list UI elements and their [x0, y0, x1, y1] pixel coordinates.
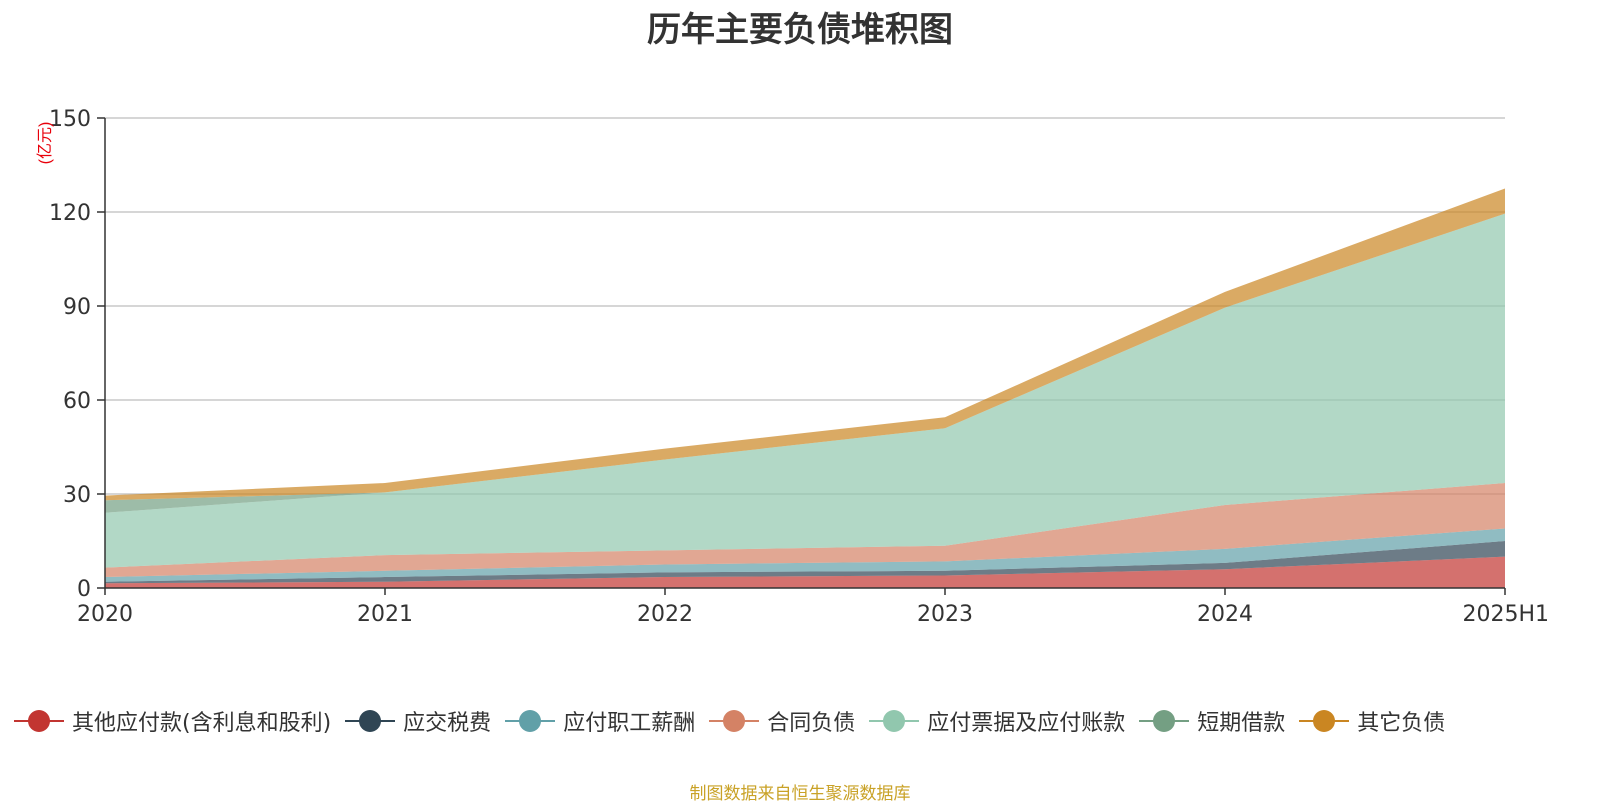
legend-marker-icon	[345, 710, 396, 732]
chart-legend: 其他应付款(含利息和股利) 应交税费 应付职工薪酬 合同负债 应付票据及应付账款 短期借款…	[14, 704, 1600, 738]
y-tick-label: 60	[63, 389, 91, 414]
x-tick-label: 2021	[357, 602, 413, 627]
legend-marker-icon	[869, 710, 920, 732]
legend-item-1[interactable]: 应交税费	[345, 705, 491, 737]
legend-marker-icon	[505, 710, 556, 732]
chart-title: 历年主要负债堆积图	[647, 10, 953, 50]
legend-label: 应交税费	[403, 711, 492, 736]
legend-marker-icon	[1299, 710, 1350, 732]
y-tick-label: 120	[49, 201, 91, 226]
legend-label: 短期借款	[1197, 711, 1286, 736]
area-series-3	[105, 483, 1505, 578]
legend-item-6[interactable]: 其它负债	[1299, 705, 1445, 737]
x-tick-label: 2023	[917, 602, 973, 627]
x-tick-label: 2025H1	[1462, 602, 1549, 627]
legend-marker-icon	[14, 710, 64, 732]
area-series-2	[105, 528, 1505, 582]
y-tick-label: 150	[49, 107, 91, 132]
legend-label: 其他应付款(含利息和股利)	[72, 711, 332, 736]
legend-marker-icon	[1139, 710, 1190, 732]
legend-item-2[interactable]: 应付职工薪酬	[505, 705, 695, 737]
y-tick-label: 90	[63, 295, 91, 320]
area-series-4	[105, 213, 1505, 568]
x-tick-label: 2022	[637, 602, 693, 627]
tick-labels: 0 30 60 90 120 150 2020 2021 2022 2023 2024 2025H1	[49, 107, 1549, 627]
legend-label: 应付职工薪酬	[563, 711, 696, 736]
x-tick-label: 2020	[77, 602, 133, 627]
legend-item-3[interactable]: 合同负债	[709, 705, 855, 737]
x-tick-label: 2024	[1197, 602, 1253, 627]
y-tick-label: 0	[77, 577, 91, 602]
legend-item-4[interactable]: 应付票据及应付账款	[869, 705, 1125, 737]
area-series-1	[105, 541, 1505, 584]
axes	[97, 117, 1506, 595]
legend-label: 应付票据及应付账款	[927, 711, 1126, 736]
legend-item-5[interactable]: 短期借款	[1139, 705, 1285, 737]
legend-label: 其它负债	[1357, 711, 1446, 736]
data-source-note: 制图数据来自恒生聚源数据库	[689, 784, 911, 804]
area-series	[105, 188, 1505, 588]
y-tick-label: 30	[63, 483, 91, 508]
legend-marker-icon	[709, 710, 760, 732]
y-axis-unit-label: (亿元)	[36, 122, 54, 165]
area-series-6	[105, 188, 1505, 501]
legend-item-0[interactable]: 其他应付款(含利息和股利)	[14, 705, 331, 737]
legend-label: 合同负债	[767, 711, 856, 736]
area-series-0	[105, 556, 1505, 588]
